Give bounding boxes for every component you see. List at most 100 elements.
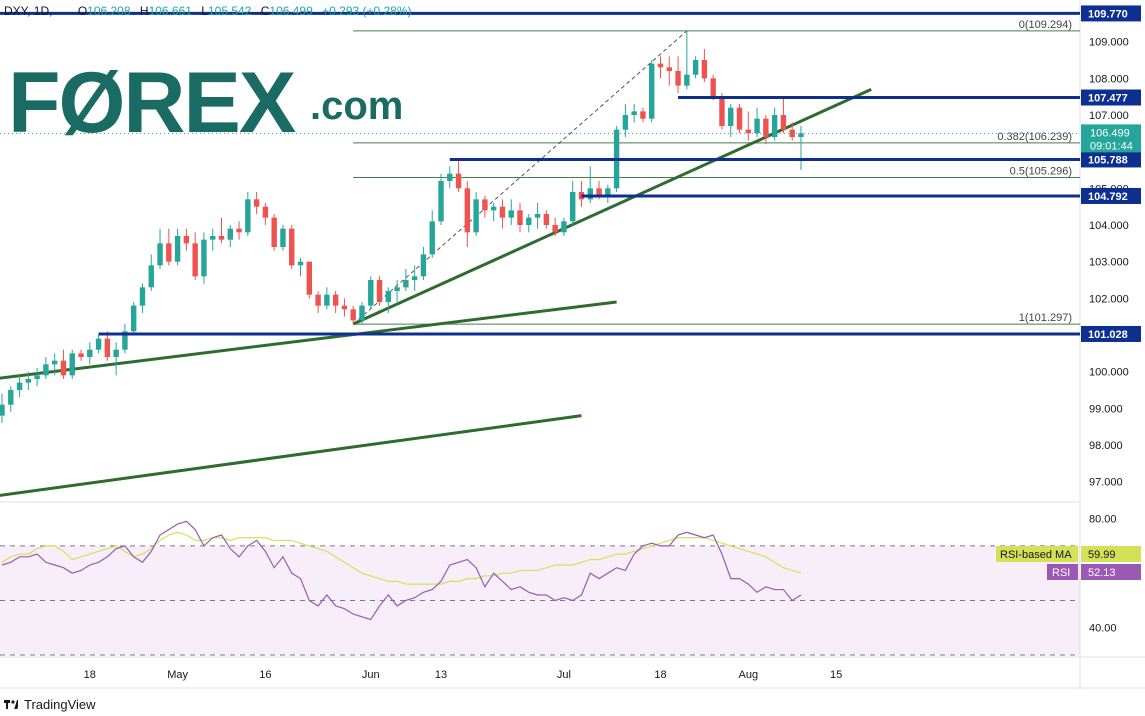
candle-body [534,214,541,218]
candle-body [183,236,190,244]
time-tick-label: Jun [362,669,380,681]
candle-body [306,261,312,295]
price-tick-label: 100.000 [1089,367,1129,379]
rsi-series-line [1,520,802,621]
price-tick-label: 103.000 [1089,257,1129,269]
fib-level-label: 0.5(105.296) [1010,165,1072,177]
level-price-tag [1081,151,1141,168]
candle-body [789,129,795,137]
price-tick-label: 102.000 [1089,293,1129,305]
time-tick-label: May [167,669,188,681]
candle-body [60,360,67,376]
candle-body [763,118,769,137]
candle-body [350,309,356,321]
time-tick-label: 18 [654,669,666,681]
candle-body [332,294,339,306]
level-price-tag [1081,325,1141,342]
candle-body [201,239,207,277]
candle-body [368,280,374,306]
candle-body [16,382,23,390]
trendline [0,300,617,380]
candle-body [411,276,418,280]
candle-body [8,390,14,405]
candle-body [701,60,708,79]
fib-level-label: 0(109.294) [1019,19,1072,31]
candle-body [69,353,75,376]
candle-body [271,217,277,247]
candle-body [297,261,304,266]
candle-body [148,265,154,288]
candle-body [438,181,444,222]
candle-body [420,254,427,277]
candle-body [359,305,365,321]
candle-body [376,280,383,302]
candle-body [429,221,435,255]
candle-body [666,67,672,71]
last-price-label: 106.499 [1090,127,1130,139]
candle-body [499,206,506,218]
level-price-label: 105.788 [1088,154,1128,166]
candle-body [139,287,146,306]
price-tick-label: 109.000 [1089,37,1129,49]
candle-body [341,305,348,310]
open-label: O [77,4,88,18]
fib-level-label: 0.382(106.239) [997,131,1072,143]
countdown-label: 09:01:44 [1090,140,1133,152]
price-tick-label: 108.000 [1089,73,1129,85]
candle-body [394,287,400,291]
candle-body [605,188,611,196]
high-value: 106.661 [148,4,192,18]
candle-body [570,192,576,222]
candle-body [227,228,233,240]
high-label: H [139,4,149,18]
candle-body [719,96,725,126]
candle-body [51,360,58,365]
candle-body [798,133,804,137]
fib-level-label: 1(101.297) [1019,312,1072,324]
candle-body [455,173,462,189]
rsi-name-label: RSI [1052,567,1070,579]
candle-body [166,243,172,262]
tradingview-logo-icon [4,700,18,709]
candle-body [490,206,497,211]
rsi-tick-label: 40.00 [1089,623,1117,635]
level-price-tag [1081,89,1141,106]
time-tick-label: 16 [259,669,271,681]
candle-body [403,280,409,288]
rsi-ma-name-tag [996,546,1078,562]
trendline [0,414,582,497]
candle-body [771,115,778,137]
candle-body [736,107,743,130]
rsi-series-line [1,531,802,585]
candle-body [280,228,286,247]
low-label: L [201,4,208,18]
tradingview-label: TradingView [24,697,96,712]
candle-body [526,217,532,225]
last-price-tag [1081,124,1141,153]
candle-body [0,404,5,416]
candle-body [236,228,242,233]
candle-body [543,214,550,225]
candle-body [25,379,32,383]
time-tick-label: 18 [84,669,96,681]
candle-body [210,236,216,240]
candle-body [289,228,295,266]
candle-body [649,63,655,119]
price-tick-label: 104.000 [1089,220,1129,232]
candle-body [253,199,260,207]
candle-body [754,118,760,134]
rsi-value-tag [1081,564,1141,580]
price-tick-label: 99.000 [1089,403,1123,415]
level-price-label: 109.770 [1088,8,1128,20]
price-tick-label: 98.000 [1089,440,1123,452]
logo-suffix-text: .com [310,84,404,128]
candle-body [745,129,751,134]
footer-brand[interactable]: TradingView [4,697,96,712]
candle-body [622,115,629,130]
candle-body [34,375,40,379]
candle-body [561,221,567,233]
candle-body [447,173,453,181]
rsi-tick-label: 80.00 [1089,514,1117,526]
candle-body [675,71,681,86]
